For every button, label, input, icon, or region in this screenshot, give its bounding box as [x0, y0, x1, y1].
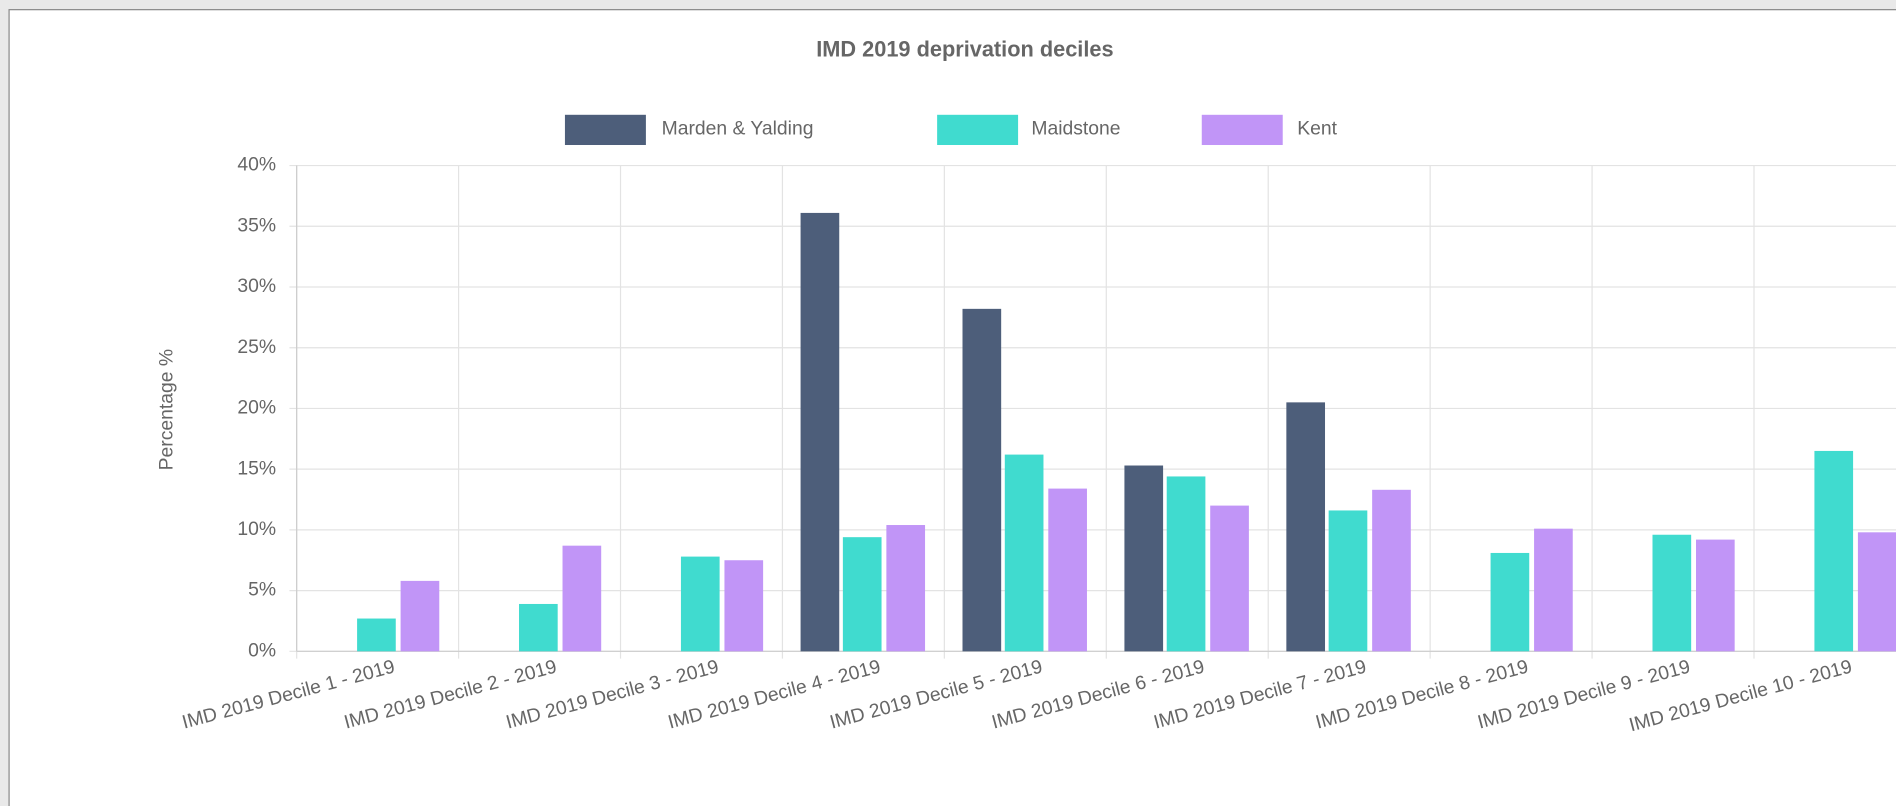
bar: [1814, 450, 1854, 652]
y-tick-label: 20%: [237, 398, 276, 419]
legend-swatch: [1201, 114, 1283, 146]
y-tick-label: 35%: [237, 215, 276, 236]
bar: [886, 525, 926, 652]
bar: [1166, 476, 1206, 652]
bar: [1328, 510, 1368, 652]
bar: [1652, 534, 1692, 652]
y-tick-label: 40%: [237, 155, 276, 176]
bar: [1286, 402, 1326, 652]
bar: [562, 545, 602, 652]
legend-swatch: [564, 114, 646, 146]
y-tick-label: 30%: [237, 276, 276, 297]
y-axis-title: Percentage %: [156, 349, 177, 470]
bar: [962, 308, 1002, 652]
legend-label: Maidstone: [1031, 118, 1120, 139]
y-tick-label: 0%: [248, 640, 276, 661]
bar: [400, 580, 440, 652]
bar: [519, 603, 558, 652]
bar: [357, 618, 396, 652]
bar: [1210, 505, 1249, 652]
y-tick-label: 15%: [237, 458, 276, 479]
bar: [1372, 489, 1411, 652]
bar: [724, 560, 764, 652]
y-tick-label: 5%: [248, 580, 276, 601]
bar: [1490, 552, 1530, 652]
bar: [1695, 539, 1735, 652]
legend-swatch: [937, 114, 1019, 146]
bar: [1048, 488, 1087, 652]
legend-label: Kent: [1297, 118, 1337, 139]
bar: [842, 537, 882, 652]
bar: [1004, 454, 1044, 652]
bar: [1857, 532, 1896, 652]
bar: [800, 212, 840, 652]
legend-label: Marden & Yalding: [662, 118, 814, 139]
y-tick-label: 10%: [237, 519, 276, 540]
bar: [680, 556, 720, 652]
y-tick-label: 25%: [237, 337, 276, 358]
chart-title: IMD 2019 deprivation deciles: [816, 37, 1113, 62]
bar: [1124, 465, 1164, 652]
bar: [1534, 528, 1573, 652]
